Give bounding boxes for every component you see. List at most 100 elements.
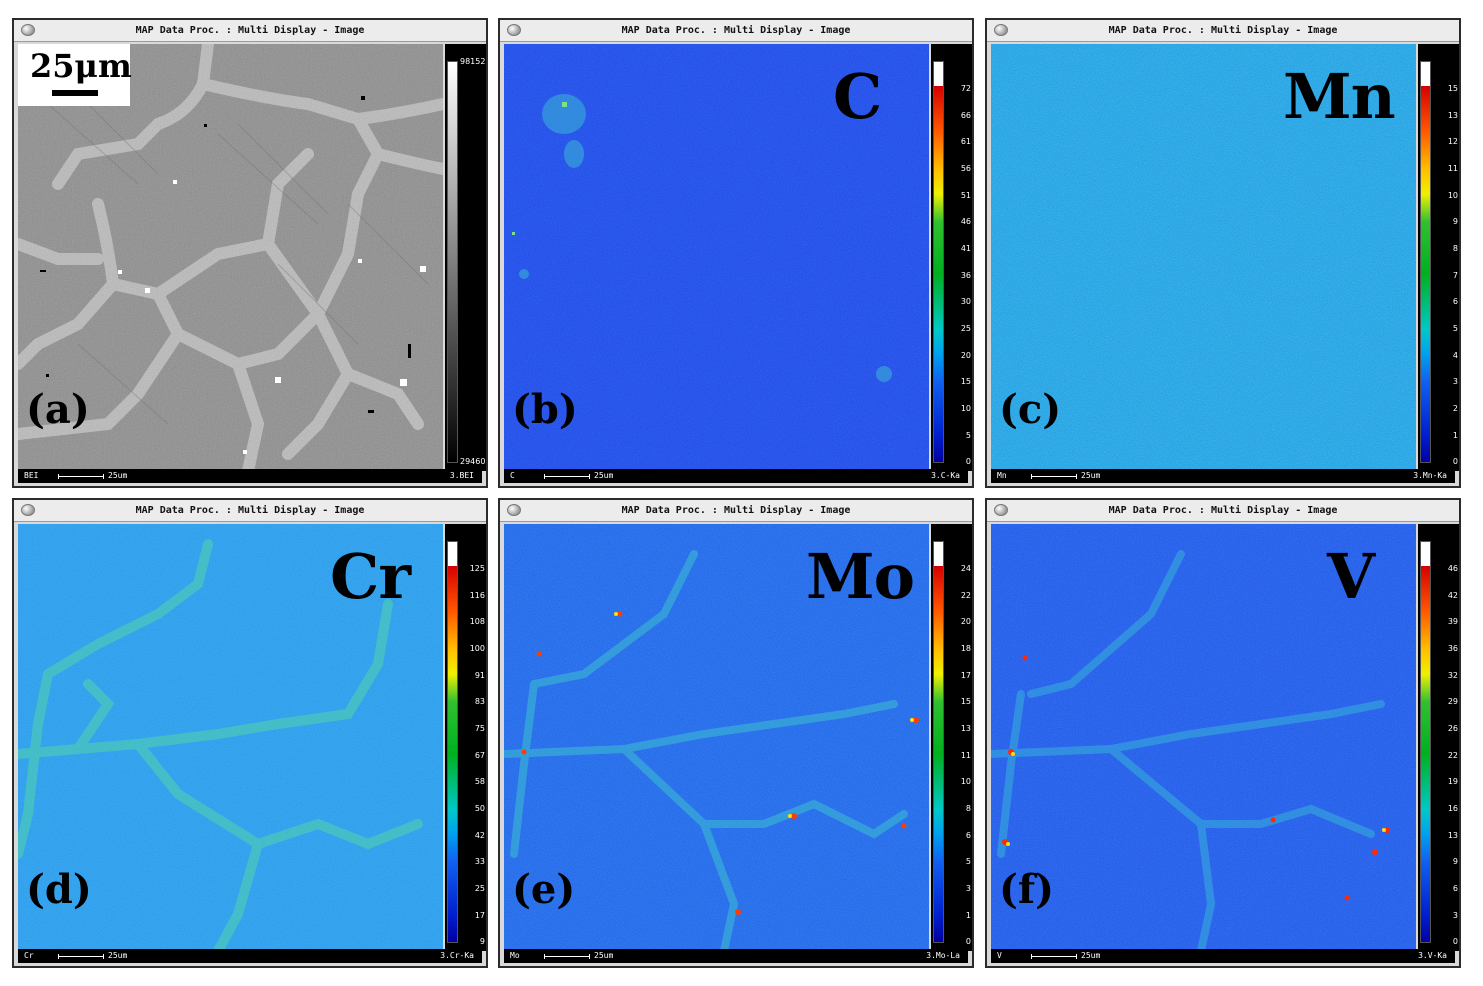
element-map-v bbox=[991, 524, 1416, 951]
scale-tick: 42 bbox=[1447, 591, 1458, 600]
window-title: MAP Data Proc. : Multi Display - Image bbox=[135, 25, 365, 36]
scale-tick: 11 bbox=[960, 751, 971, 760]
intensity-scale: 125 116 108 100 91 83 75 67 58 50 42 33 … bbox=[445, 524, 486, 951]
intensity-scale: 24 22 20 18 17 15 13 11 10 8 6 5 3 1 0 bbox=[931, 524, 972, 951]
element-symbol: Cr bbox=[330, 540, 411, 613]
scale-tick: 50 bbox=[474, 804, 485, 813]
scale-tick: 1 bbox=[965, 911, 971, 920]
scale-tick: 26 bbox=[1447, 724, 1458, 733]
window-title: MAP Data Proc. : Multi Display - Image bbox=[135, 505, 365, 516]
scale-tick: 100 bbox=[469, 644, 485, 653]
scale-tick: 36 bbox=[960, 271, 971, 280]
element-map-cr bbox=[18, 524, 443, 951]
status-scale: 25um bbox=[108, 951, 128, 960]
window-menu-icon[interactable] bbox=[507, 504, 521, 516]
scale-tick: 3 bbox=[1452, 377, 1458, 386]
scale-tick: 17 bbox=[474, 911, 485, 920]
scale-tick: 22 bbox=[1447, 751, 1458, 760]
scale-tick: 15 bbox=[960, 697, 971, 706]
window-menu-icon[interactable] bbox=[21, 504, 35, 516]
scale-tick: 46 bbox=[1447, 564, 1458, 573]
scale-tick: 83 bbox=[474, 697, 485, 706]
window-menu-icon[interactable] bbox=[21, 24, 35, 36]
status-scale-line bbox=[544, 954, 590, 959]
scale-tick: 41 bbox=[960, 244, 971, 253]
scale-tick: 9 bbox=[479, 937, 485, 946]
intensity-scale: 46 42 39 36 32 29 26 22 19 16 13 9 6 3 0 bbox=[1418, 524, 1459, 951]
status-scale-line bbox=[58, 474, 104, 479]
jet-colorbar bbox=[1420, 541, 1431, 943]
scale-tick: 18 bbox=[960, 644, 971, 653]
window-titlebar[interactable]: MAP Data Proc. : Multi Display - Image bbox=[14, 20, 486, 42]
scale-tick: 58 bbox=[474, 777, 485, 786]
window-titlebar[interactable]: MAP Data Proc. : Multi Display - Image bbox=[987, 500, 1459, 522]
status-scale-line bbox=[1031, 474, 1077, 479]
scale-tick: 13 bbox=[1447, 831, 1458, 840]
scale-tick: 5 bbox=[1452, 324, 1458, 333]
scale-tick: 9 bbox=[1452, 217, 1458, 226]
scale-tick: 36 bbox=[1447, 644, 1458, 653]
scale-tick: 30 bbox=[960, 297, 971, 306]
status-signal: C bbox=[510, 471, 515, 480]
window-titlebar[interactable]: MAP Data Proc. : Multi Display - Image bbox=[500, 20, 972, 42]
scale-tick: 16 bbox=[1447, 804, 1458, 813]
intensity-scale: 72 66 61 56 51 46 41 36 30 25 20 15 10 5… bbox=[931, 44, 972, 471]
scale-tick: 12 bbox=[1447, 137, 1458, 146]
scale-tick: 15 bbox=[960, 377, 971, 386]
status-signal: BEI bbox=[24, 471, 39, 480]
element-symbol: V bbox=[1327, 540, 1375, 613]
scale-tick: 32 bbox=[1447, 671, 1458, 680]
scale-tick: 20 bbox=[960, 617, 971, 626]
scale-bar bbox=[52, 90, 98, 96]
window-menu-icon[interactable] bbox=[507, 24, 521, 36]
scale-tick: 24 bbox=[960, 564, 971, 573]
panel-f: MAP Data Proc. : Multi Display - Image bbox=[985, 498, 1461, 968]
scale-tick: 51 bbox=[960, 191, 971, 200]
window-menu-icon[interactable] bbox=[994, 24, 1008, 36]
window-titlebar[interactable]: MAP Data Proc. : Multi Display - Image bbox=[500, 500, 972, 522]
window-title: MAP Data Proc. : Multi Display - Image bbox=[621, 505, 851, 516]
scale-tick: 29 bbox=[1447, 697, 1458, 706]
status-signal: Mo bbox=[510, 951, 520, 960]
panel-label: (f) bbox=[999, 866, 1055, 913]
scale-max-label: 98152 bbox=[460, 57, 486, 66]
window-title: MAP Data Proc. : Multi Display - Image bbox=[621, 25, 851, 36]
scale-tick: 10 bbox=[1447, 191, 1458, 200]
element-symbol: Mn bbox=[1283, 60, 1396, 133]
jet-colorbar bbox=[933, 541, 944, 943]
scale-tick: 20 bbox=[960, 351, 971, 360]
scale-tick: 13 bbox=[1447, 111, 1458, 120]
scale-tick: 66 bbox=[960, 111, 971, 120]
scale-tick: 15 bbox=[1447, 84, 1458, 93]
panel-label: (b) bbox=[512, 386, 578, 433]
panel-label: (e) bbox=[512, 866, 576, 913]
scale-tick: 0 bbox=[1452, 937, 1458, 946]
element-map-mn bbox=[991, 44, 1416, 471]
window-titlebar[interactable]: MAP Data Proc. : Multi Display - Image bbox=[987, 20, 1459, 42]
scale-tick: 4 bbox=[1452, 351, 1458, 360]
status-channel: 3.C-Ka bbox=[931, 471, 960, 480]
status-scale: 25um bbox=[1081, 471, 1101, 480]
status-scale: 25um bbox=[108, 471, 128, 480]
element-map-mo bbox=[504, 524, 929, 951]
intensity-scale: 15 13 12 11 10 9 8 7 6 5 4 3 2 1 0 bbox=[1418, 44, 1459, 471]
scale-tick: 3 bbox=[965, 884, 971, 893]
window-titlebar[interactable]: MAP Data Proc. : Multi Display - Image bbox=[14, 500, 486, 522]
jet-colorbar bbox=[447, 541, 458, 943]
jet-colorbar bbox=[1420, 61, 1431, 463]
status-bar: BEI 25um 3.BEI bbox=[18, 469, 482, 483]
scale-tick: 10 bbox=[960, 777, 971, 786]
scale-tick: 7 bbox=[1452, 271, 1458, 280]
status-channel: 3.BEI bbox=[449, 471, 474, 480]
status-scale-line bbox=[544, 474, 590, 479]
jet-colorbar bbox=[933, 61, 944, 463]
scale-tick: 125 bbox=[469, 564, 485, 573]
scale-tick: 6 bbox=[1452, 884, 1458, 893]
window-title: MAP Data Proc. : Multi Display - Image bbox=[1108, 25, 1338, 36]
status-channel: 3.Cr-Ka bbox=[440, 951, 474, 960]
status-signal: V bbox=[997, 951, 1002, 960]
scale-tick: 72 bbox=[960, 84, 971, 93]
intensity-scale: 98152 29460 bbox=[445, 44, 486, 471]
status-scale: 25um bbox=[594, 951, 614, 960]
window-menu-icon[interactable] bbox=[994, 504, 1008, 516]
